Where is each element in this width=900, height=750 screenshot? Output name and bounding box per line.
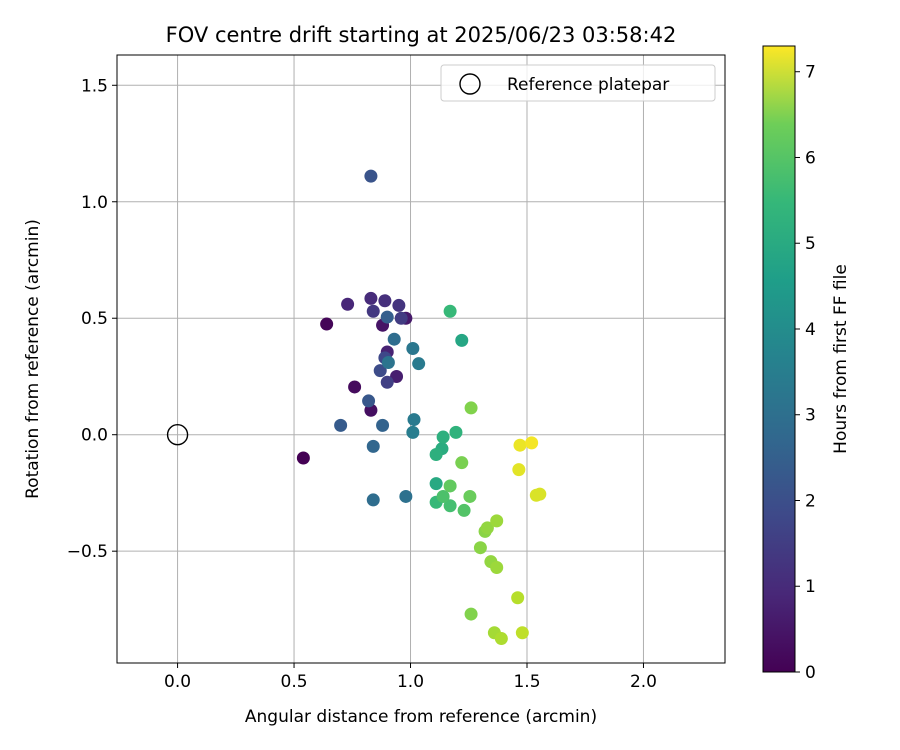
data-point xyxy=(490,560,504,574)
data-point xyxy=(376,418,390,432)
data-point xyxy=(464,607,478,621)
data-point xyxy=(380,310,394,324)
y-tick-label: −0.5 xyxy=(67,542,108,562)
data-point xyxy=(364,169,378,183)
data-points-layer xyxy=(296,169,547,646)
data-point xyxy=(366,439,380,453)
data-point xyxy=(515,626,529,640)
y-tick-label: 0.0 xyxy=(81,426,108,446)
data-point xyxy=(320,317,334,331)
x-tick-label: 1.5 xyxy=(513,672,540,692)
y-tick-label: 0.5 xyxy=(81,309,108,329)
data-point xyxy=(390,369,404,383)
data-point xyxy=(296,451,310,465)
data-point xyxy=(380,375,394,389)
data-point xyxy=(511,591,525,605)
data-point xyxy=(429,477,443,491)
data-point xyxy=(436,489,450,503)
data-point xyxy=(406,425,420,439)
data-point xyxy=(341,297,355,311)
data-point xyxy=(392,298,406,312)
data-point xyxy=(412,357,426,371)
data-point xyxy=(490,514,504,528)
data-point xyxy=(494,632,508,646)
data-point xyxy=(455,333,469,347)
data-point xyxy=(364,291,378,305)
legend-reference-marker-icon xyxy=(459,73,481,95)
data-point xyxy=(473,541,487,555)
data-point xyxy=(463,489,477,503)
x-tick-label: 0.0 xyxy=(164,672,191,692)
x-tick-label: 0.5 xyxy=(281,672,308,692)
y-tick-label: 1.0 xyxy=(81,193,108,213)
colorbar-tick-label: 4 xyxy=(805,320,816,340)
data-point xyxy=(464,401,478,415)
data-point xyxy=(348,380,362,394)
colorbar-tick-label: 6 xyxy=(805,148,816,168)
data-point xyxy=(429,448,443,462)
data-point xyxy=(378,294,392,308)
data-point xyxy=(512,463,526,477)
data-point xyxy=(443,499,457,513)
data-point xyxy=(366,493,380,507)
reference-platepar-marker xyxy=(166,424,189,446)
colorbar-tick-label: 5 xyxy=(805,234,816,254)
data-point xyxy=(436,430,450,444)
legend: Reference platepar xyxy=(440,64,716,102)
x-tick-label: 2.0 xyxy=(630,672,657,692)
x-axis-label: Angular distance from reference (arcmin) xyxy=(245,707,597,727)
y-axis-label: Rotation from reference (arcmin) xyxy=(23,219,43,499)
data-point xyxy=(443,479,457,493)
colorbar-tick-label: 3 xyxy=(805,406,816,426)
y-tick-label: 1.5 xyxy=(81,76,108,96)
data-point xyxy=(362,394,376,408)
grid-layer xyxy=(117,55,725,663)
colorbar-tick-label: 2 xyxy=(805,491,816,511)
colorbar-tick-label: 7 xyxy=(805,63,816,83)
data-point xyxy=(533,487,547,501)
data-point xyxy=(394,311,408,325)
data-point xyxy=(525,436,539,450)
data-point xyxy=(449,425,463,439)
data-point xyxy=(407,413,421,427)
data-point xyxy=(399,489,413,503)
colorbar-label: Hours from first FF file xyxy=(831,264,851,454)
reference-layer xyxy=(166,424,189,446)
colorbar-ticks-layer: 0 1 2 3 4 5 6 7 xyxy=(795,63,816,683)
axis-ticks-layer: 0.0 0.5 1.0 1.5 2.0 1.5 1.0 0.5 0.0 −0.5 xyxy=(67,76,657,692)
colorbar-tick-label: 1 xyxy=(805,577,816,597)
data-point xyxy=(455,456,469,470)
data-point xyxy=(406,342,420,356)
plot-frame xyxy=(116,54,726,664)
x-tick-label: 1.0 xyxy=(397,672,424,692)
colorbar-tick-label: 0 xyxy=(805,663,816,683)
data-point xyxy=(381,355,395,369)
colorbar-gradient xyxy=(762,45,796,673)
data-point xyxy=(480,521,494,535)
chart-title: FOV centre drift starting at 2025/06/23 … xyxy=(166,23,677,47)
data-point xyxy=(457,503,471,517)
data-point xyxy=(334,418,348,432)
data-point xyxy=(387,332,401,346)
data-point xyxy=(373,364,387,378)
legend-box xyxy=(440,64,716,102)
legend-label-reference: Reference platepar xyxy=(507,75,669,95)
colorbar: 0 1 2 3 4 5 6 7 Hours from first FF file xyxy=(762,45,851,683)
data-point xyxy=(513,438,527,452)
data-point xyxy=(366,304,380,318)
data-point xyxy=(443,304,457,318)
